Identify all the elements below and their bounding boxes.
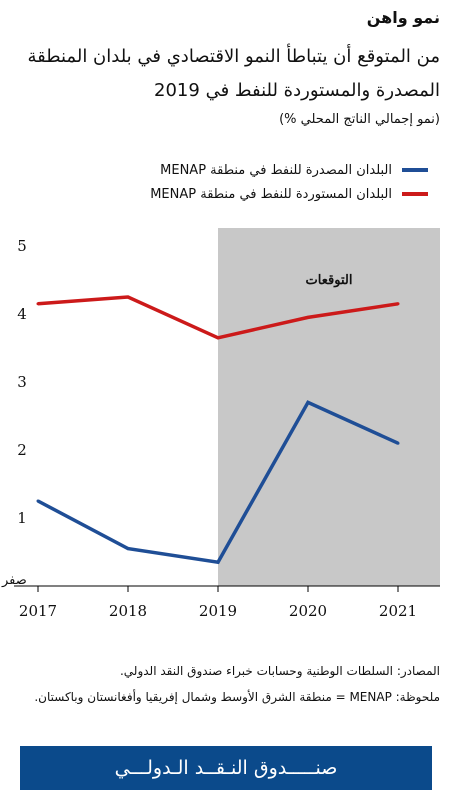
legend-item-importers: البلدان المستوردة للنفط في منطقة MENAP: [150, 182, 428, 206]
point-exporters-2017: [36, 499, 40, 503]
point-importers-2021: [396, 302, 400, 306]
point-importers-2020: [306, 315, 310, 319]
point-exporters-2019: [216, 560, 220, 564]
y-tick-label-2: 2: [17, 441, 27, 459]
imf-brand-text: صنـــــدوق النـقــد الـدولـــي: [114, 757, 338, 779]
x-tick-label-2021: 2021: [379, 602, 417, 620]
x-tick-label-2019: 2019: [199, 602, 237, 620]
notes: المصادر: السلطات الوطنية وحسابات خبراء ص…: [10, 658, 440, 710]
x-tick-label-2020: 2020: [289, 602, 327, 620]
point-importers-2017: [36, 302, 40, 306]
chart-subtitle: من المتوقع أن يتباطأ النمو الاقتصادي في …: [27, 46, 440, 101]
legend-item-exporters: البلدان المصدرة للنفط في منطقة MENAP: [150, 158, 428, 182]
point-importers-2018: [126, 295, 130, 299]
abbreviation-note: ملحوظة: MENAP = منطقة الشرق الأوسط وشمال…: [34, 690, 440, 704]
y-tick-label-4: 4: [17, 305, 27, 323]
point-exporters-2018: [126, 547, 130, 551]
y-tick-label-1: 1: [17, 509, 27, 527]
forecast-label: التوقعات: [306, 273, 353, 288]
forecast-band: [218, 228, 440, 586]
legend-swatch-importers: [402, 192, 428, 196]
legend: البلدان المصدرة للنفط في منطقة MENAP الب…: [150, 158, 428, 206]
legend-label-exporters: البلدان المصدرة للنفط في منطقة MENAP: [160, 162, 392, 178]
sources-note: المصادر: السلطات الوطنية وحسابات خبراء ص…: [119, 664, 440, 678]
y-tick-label-0: صفر: [1, 573, 27, 588]
line-chart: التوقعات 2017 2018 2019 2020 2021 صفر 1 2 3 4 5: [1, 228, 440, 620]
point-exporters-2021: [396, 441, 400, 445]
chart-title: نمو واهن: [366, 8, 440, 27]
y-tick-label-5: 5: [17, 237, 27, 255]
x-tick-label-2018: 2018: [109, 602, 147, 620]
imf-banner: صنـــــدوق النـقــد الـدولـــي: [20, 746, 432, 790]
y-tick-label-3: 3: [17, 373, 27, 391]
legend-label-importers: البلدان المستوردة للنفط في منطقة MENAP: [150, 186, 392, 202]
legend-swatch-exporters: [402, 168, 428, 172]
point-exporters-2020: [306, 400, 310, 404]
x-tick-label-2017: 2017: [19, 602, 57, 620]
point-importers-2019: [216, 336, 220, 340]
chart-units: (نمو إجمالي الناتج المحلي %): [279, 112, 440, 127]
